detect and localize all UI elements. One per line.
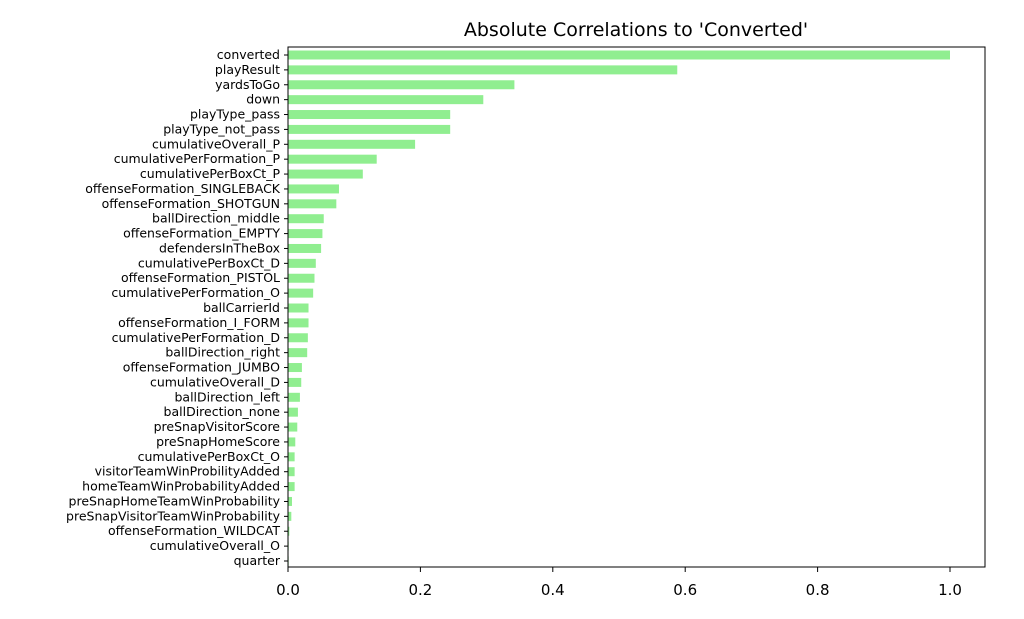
x-tick-label: 0.0: [276, 581, 300, 599]
bar-preSnapVisitorTeamWinProbability: [288, 511, 292, 521]
category-label: ballDirection_middle: [152, 211, 280, 226]
category-label: quarter: [234, 553, 281, 568]
category-label: cumulativePerBoxCt_D: [138, 255, 280, 270]
category-label: visitorTeamWinProbilityAdded: [95, 464, 280, 479]
x-tick-label: 1.0: [938, 581, 962, 599]
category-label: preSnapVisitorScore: [154, 419, 281, 434]
category-label: offenseFormation_I_FORM: [118, 315, 280, 330]
category-label: ballDirection_right: [165, 345, 280, 360]
bar-homeTeamWinProbabilityAdded: [288, 482, 295, 492]
category-label: preSnapHomeTeamWinProbability: [69, 493, 281, 508]
plot-frame: [287, 46, 986, 568]
category-label: offenseFormation_SINGLEBACK: [85, 181, 281, 196]
category-label: ballCarrierId: [203, 300, 280, 315]
bars-group: [288, 50, 950, 566]
bar-offenseFormation_PISTOL: [288, 273, 315, 283]
bar-cumulativePerBoxCt_P: [288, 169, 363, 179]
bar-preSnapVisitorScore: [288, 422, 298, 432]
x-axis: 0.0 0.2 0.4 0.6 0.8 1.0: [276, 567, 962, 599]
bar-ballDirection_none: [288, 407, 298, 417]
bar-yardsToGo: [288, 80, 515, 90]
category-label: defendersInTheBox: [159, 240, 280, 255]
bar-cumulativePerBoxCt_O: [288, 452, 295, 462]
bar-playResult: [288, 65, 678, 75]
category-label: cumulativePerFormation_D: [112, 330, 280, 345]
bar-cumulativeOverall_P: [288, 139, 416, 149]
category-label: cumulativeOverall_O: [150, 538, 280, 553]
category-label: playResult: [215, 62, 280, 77]
x-tick-label: 0.4: [541, 581, 565, 599]
category-label: offenseFormation_SHOTGUN: [102, 196, 280, 211]
category-label: preSnapVisitorTeamWinProbability: [66, 508, 281, 523]
bar-converted: [288, 50, 950, 60]
bar-down: [288, 95, 484, 105]
bar-ballDirection_middle: [288, 214, 324, 224]
category-label: offenseFormation_PISTOL: [121, 270, 280, 285]
category-label: cumulativeOverall_D: [150, 374, 280, 389]
bar-ballDirection_left: [288, 392, 300, 402]
bar-offenseFormation_WILDCAT: [288, 526, 290, 536]
category-label: playType_not_pass: [163, 121, 280, 136]
category-label: down: [246, 92, 280, 107]
category-label: homeTeamWinProbabilityAdded: [82, 479, 280, 494]
bar-cumulativePerFormation_P: [288, 154, 377, 164]
category-label: ballDirection_left: [174, 389, 280, 404]
x-tick-label: 0.6: [673, 581, 697, 599]
bar-cumulativeOverall_D: [288, 377, 302, 387]
category-label: cumulativePerBoxCt_O: [138, 449, 281, 464]
category-label: cumulativePerBoxCt_P: [140, 166, 281, 181]
bar-cumulativePerFormation_D: [288, 333, 308, 343]
category-label: preSnapHomeScore: [156, 434, 280, 449]
bar-cumulativePerBoxCt_D: [288, 258, 316, 268]
bar-offenseFormation_SHOTGUN: [288, 199, 337, 209]
bar-visitorTeamWinProbilityAdded: [288, 467, 295, 477]
category-label: yardsToGo: [215, 77, 280, 92]
bar-offenseFormation_EMPTY: [288, 229, 323, 239]
chart-title: Absolute Correlations to 'Converted': [464, 19, 808, 41]
x-tick-label: 0.2: [408, 581, 432, 599]
category-label: converted: [217, 47, 280, 62]
category-label: offenseFormation_JUMBO: [123, 360, 280, 375]
x-tick-label: 0.8: [806, 581, 830, 599]
bar-playType_not_pass: [288, 124, 451, 134]
bar-playType_pass: [288, 110, 451, 120]
category-labels-group: convertedplayResultyardsToGodownplayType…: [66, 47, 288, 568]
bar-preSnapHomeScore: [288, 437, 296, 447]
category-label: cumulativePerFormation_O: [111, 285, 280, 300]
bar-offenseFormation_JUMBO: [288, 363, 302, 373]
bar-preSnapHomeTeamWinProbability: [288, 496, 292, 506]
bar-offenseFormation_I_FORM: [288, 318, 309, 328]
category-label: cumulativeOverall_P: [152, 136, 280, 151]
bar-defendersInTheBox: [288, 243, 322, 253]
bar-ballCarrierId: [288, 303, 309, 313]
category-label: offenseFormation_WILDCAT: [108, 523, 280, 538]
category-label: playType_pass: [190, 107, 280, 122]
bar-offenseFormation_SINGLEBACK: [288, 184, 339, 194]
category-label: ballDirection_none: [164, 404, 281, 419]
category-label: offenseFormation_EMPTY: [123, 226, 280, 241]
bar-ballDirection_right: [288, 348, 308, 358]
category-label: cumulativePerFormation_P: [114, 151, 281, 166]
bar-cumulativePerFormation_O: [288, 288, 314, 298]
